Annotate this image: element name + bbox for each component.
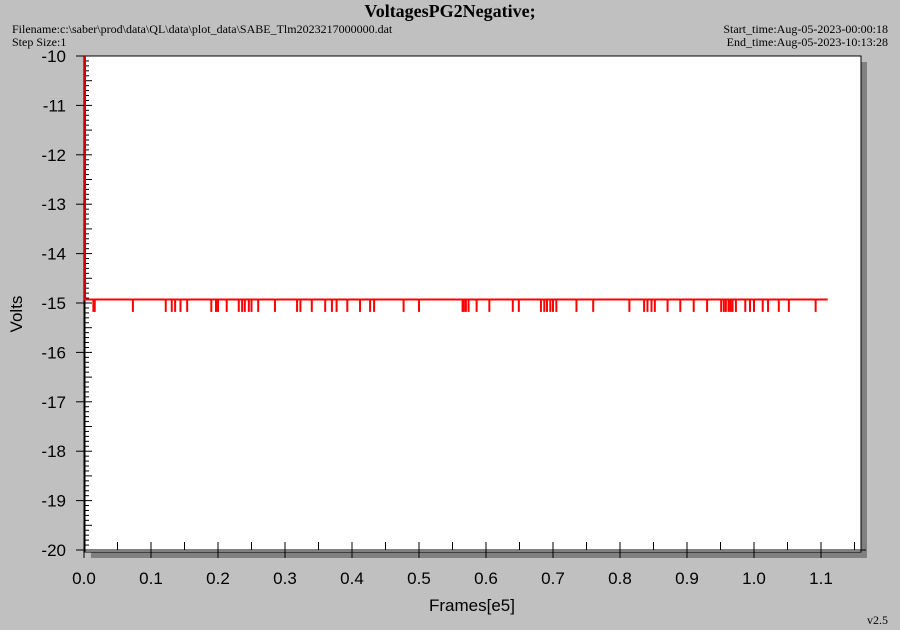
y-tick-label: -11 [43,96,66,115]
y-tick-label: -12 [41,146,66,165]
y-axis-label: Volts [7,296,26,333]
start-time-label: Start_time:Aug-05-2023-00:00:18 [723,22,888,36]
x-tick-label: 0.2 [206,569,230,588]
y-tick-label: -19 [41,492,66,511]
x-tick-label: 0.4 [340,569,364,588]
x-axis-label: Frames[e5] [429,596,515,615]
version-label: v2.5 [867,613,888,627]
y-tick-label: -13 [41,195,66,214]
x-tick-label: 1.1 [809,569,833,588]
x-tick-label: 0.6 [474,569,498,588]
end-time-label: End_time:Aug-05-2023-10:13:28 [726,35,888,49]
x-tick-label: 0.9 [675,569,699,588]
series-group [84,56,828,312]
x-tick-label: 0.3 [273,569,297,588]
y-tick-label: -15 [41,294,66,313]
y-tick-label: -16 [41,343,66,362]
chart-title: VoltagesPG2Negative; [364,1,536,21]
x-tick-label: 0.0 [72,569,96,588]
y-tick-label: -18 [41,442,66,461]
time-info: Start_time:Aug-05-2023-00:00:18 End_time… [723,23,888,49]
x-tick-label: 0.8 [608,569,632,588]
file-info: Filename:c:\saber\prod\data\QL\data\plot… [12,23,392,49]
y-tick-label: -10 [41,47,66,66]
step-size-label: Step Size:1 [12,35,67,49]
y-tick-label: -20 [41,541,66,560]
x-tick-label: 1.0 [742,569,766,588]
x-tick-label: 0.1 [139,569,163,588]
filename-label: Filename:c:\saber\prod\data\QL\data\plot… [12,22,393,36]
axes-group: -10 -11 -12 -13 -14 -15 -16 -17 -18 -19 -20 0.0 0.1 0… [41,47,866,588]
y-tick-label: -14 [41,245,66,264]
y-tick-label: -17 [41,393,66,412]
x-tick-label: 0.5 [407,569,431,588]
x-tick-label: 0.7 [541,569,565,588]
